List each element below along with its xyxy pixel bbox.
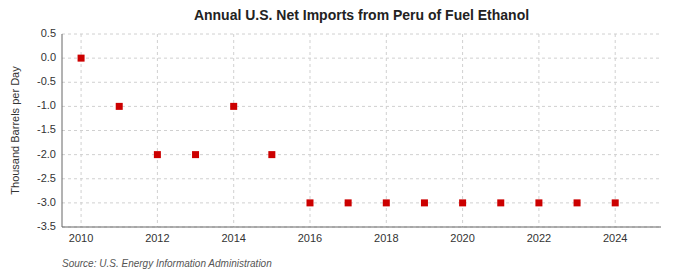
x-grid-line <box>462 34 463 227</box>
title: Annual U.S. Net Imports from Peru of Fue… <box>194 7 529 23</box>
point <box>230 103 237 110</box>
x-grid-line <box>157 34 158 227</box>
y-grid-line <box>62 154 661 155</box>
plot-area <box>62 34 661 227</box>
y-tick-label: -1.0 <box>37 99 56 111</box>
point <box>459 199 466 206</box>
x-tick-label: 2018 <box>374 232 398 244</box>
y-axis-line <box>62 34 63 227</box>
point <box>383 199 390 206</box>
x-tick-label: 2024 <box>603 232 627 244</box>
y-tick-label: -0.5 <box>37 75 56 87</box>
y-tick-label: -2.0 <box>37 148 56 160</box>
y-grid-line <box>62 202 661 203</box>
point <box>116 103 123 110</box>
y-tick-label: 0.5 <box>41 27 56 39</box>
y-tick-label: -1.5 <box>37 123 56 135</box>
point <box>535 199 542 206</box>
x-grid-line <box>615 34 616 227</box>
point <box>306 199 313 206</box>
x-tick-label: 2022 <box>527 232 551 244</box>
x-grid-line <box>233 34 234 227</box>
axes: 0.5 0.0 -0.5 -1.0 -1.5 -2.0 -2.5 -3.0 -3.5 2010 20… <box>37 27 661 244</box>
point <box>192 151 199 158</box>
y-axis-label: Thousand Barrels per Day <box>9 66 21 195</box>
y-grid-line <box>62 82 661 83</box>
point <box>421 199 428 206</box>
x-axis-line <box>62 227 661 228</box>
y-grid-line <box>62 58 661 59</box>
x-tick-label: 2014 <box>221 232 245 244</box>
x-grid-line <box>309 34 310 227</box>
point <box>612 199 619 206</box>
y-grid-line <box>62 106 661 107</box>
y-grid-line <box>62 227 661 228</box>
x-tick-label: 2012 <box>145 232 169 244</box>
x-grid-line <box>386 34 387 227</box>
y-tick-label: -3.5 <box>37 220 56 232</box>
chart: 0.5 0.0 -0.5 -1.0 -1.5 -2.0 -2.5 -3.0 -3.5 2010 20… <box>0 0 675 275</box>
x-tick-label: 2016 <box>298 232 322 244</box>
y-grid-line <box>62 34 661 35</box>
point <box>268 151 275 158</box>
x-grid-line <box>81 34 82 227</box>
point <box>78 55 85 62</box>
point <box>154 151 161 158</box>
chart-container: 0.5 0.0 -0.5 -1.0 -1.5 -2.0 -2.5 -3.0 -3.5 2010 20… <box>0 0 675 275</box>
source-note: Source: U.S. Energy Information Administ… <box>62 258 272 269</box>
point <box>574 199 581 206</box>
y-grid-line <box>62 178 661 179</box>
point <box>497 199 504 206</box>
x-grid-line <box>538 34 539 227</box>
y-tick-label: 0.0 <box>41 51 56 63</box>
grid <box>62 34 661 227</box>
y-grid-line <box>62 130 661 131</box>
points <box>78 55 619 207</box>
x-tick-label: 2020 <box>450 232 474 244</box>
point <box>345 199 352 206</box>
x-tick-label: 2010 <box>69 232 93 244</box>
y-tick-label: -2.5 <box>37 172 56 184</box>
y-tick-label: -3.0 <box>37 196 56 208</box>
